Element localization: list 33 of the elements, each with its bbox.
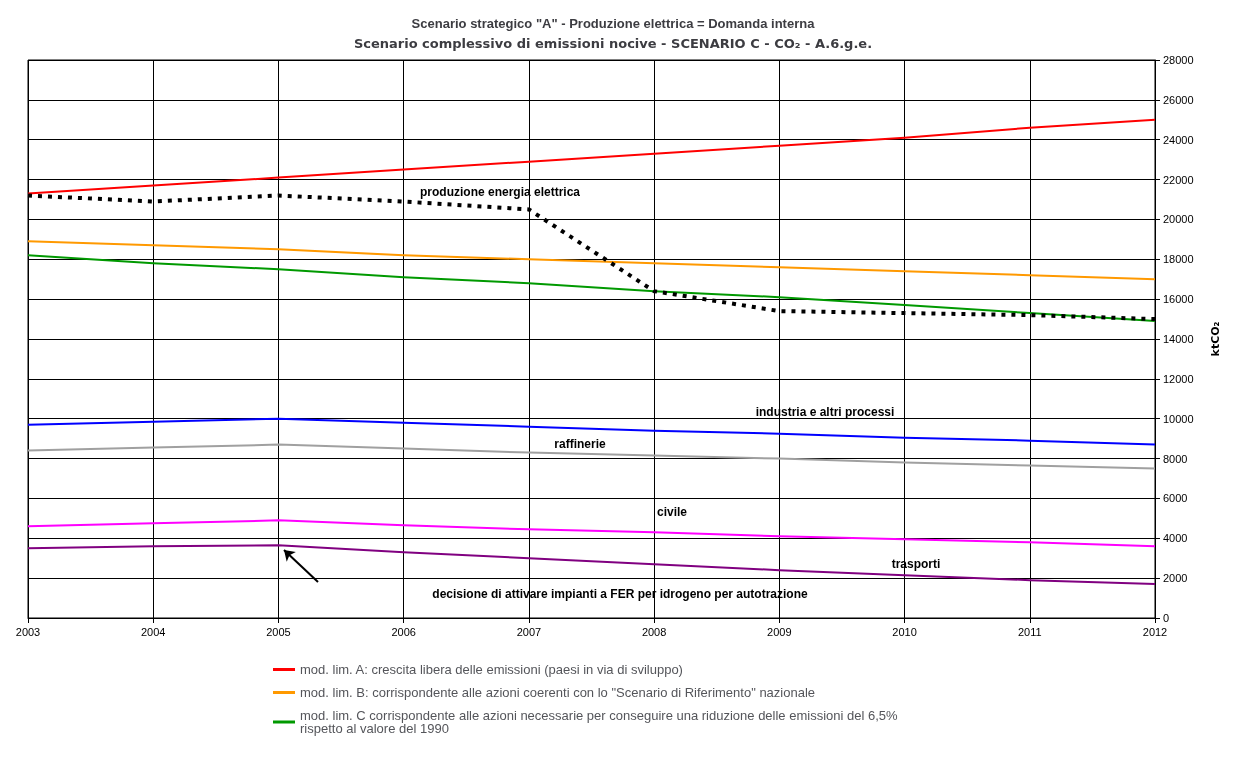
x-tick-label: 2004 (140, 625, 166, 638)
y-tick-label: 16000 (1163, 293, 1194, 306)
legend-label: mod. lim. C corrispondente alle azioni necessarie per conseguire una riduzione delle emissioni del 6,5% rispetto al valore del 1990 (300, 708, 902, 736)
x-tick-label: 2011 (1017, 625, 1042, 638)
y-tick-label: 28000 (1163, 54, 1194, 66)
annotation: civile (656, 505, 688, 519)
y-tick-label: 24000 (1163, 133, 1194, 146)
y-tick-label: 12000 (1163, 372, 1194, 385)
x-tick-label: 2007 (516, 625, 542, 638)
annotation: raffinerie (554, 437, 606, 451)
y-tick-label: 22000 (1163, 173, 1194, 186)
x-tick-label: 2012 (1142, 625, 1168, 638)
y-tick-label: 14000 (1163, 333, 1194, 345)
y-tick-label: 10000 (1163, 412, 1194, 425)
legend-label: mod. lim. B: corrispondente alle azioni coerenti con lo "Scenario di Riferimento" nazionale (300, 685, 816, 700)
chart-title: Scenario strategico "A" - Produzione elettrica = Domanda interna (411, 16, 816, 31)
x-tick-label: 2008 (641, 625, 667, 638)
y-tick-label: 20000 (1163, 213, 1194, 226)
y-tick-label: 8000 (1163, 452, 1188, 465)
legend-label: mod. lim. A: crescita libera delle emissioni (paesi in via di sviluppo) (300, 662, 683, 677)
x-tick-label: 2009 (767, 625, 792, 638)
x-tick-label: 2003 (15, 625, 41, 638)
y-tick-label: 4000 (1163, 532, 1188, 545)
x-tick-label: 2006 (391, 625, 416, 638)
y-axis-title: ktCO₂ (1209, 321, 1222, 357)
y-tick-label: 6000 (1163, 492, 1188, 505)
y-tick-label: 0 (1163, 612, 1170, 624)
y-tick-label: 18000 (1163, 253, 1194, 266)
y-tick-label: 26000 (1163, 93, 1194, 106)
chart-subtitle: Scenario complessivo di emissioni nocive - SCENARIO C - CO₂ - A.6.g.e. (353, 36, 873, 51)
y-tick-label: 2000 (1163, 572, 1188, 585)
x-tick-label: 2010 (892, 625, 917, 638)
x-tick-label: 2005 (266, 625, 291, 638)
